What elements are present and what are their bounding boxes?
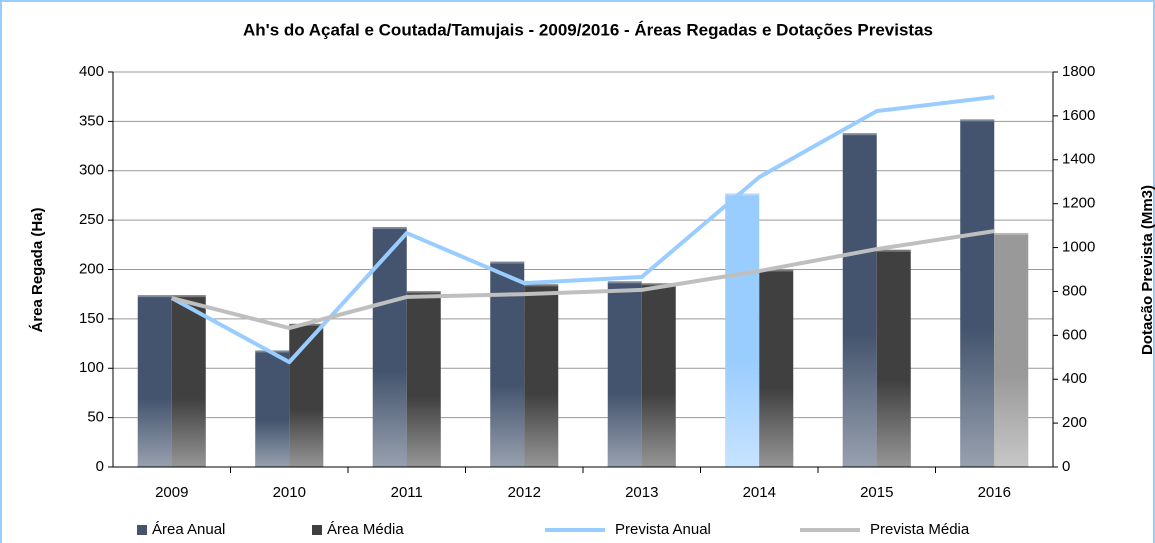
y-tick-label: 50 bbox=[87, 409, 104, 426]
legend-label: Área Média bbox=[327, 521, 404, 538]
y2-axis-label: Dotacão Prevista (Mm3) bbox=[1139, 185, 1155, 355]
x-tick-label: 2009 bbox=[155, 484, 188, 501]
chart-title: Ah's do Açafal e Coutada/Tamujais - 2009… bbox=[243, 20, 933, 39]
bar-top bbox=[372, 227, 407, 230]
y-tick-label: 300 bbox=[79, 162, 104, 179]
bar-top bbox=[641, 283, 676, 286]
bar-shade bbox=[607, 281, 642, 467]
bar-shade bbox=[406, 291, 441, 467]
line-series bbox=[170, 95, 995, 365]
bar-top bbox=[725, 193, 760, 196]
y2-tick-label: 400 bbox=[1062, 370, 1087, 387]
legend-label: Área Anual bbox=[152, 521, 225, 538]
bar-top bbox=[607, 281, 642, 284]
y2-tick-label: 1600 bbox=[1062, 107, 1095, 124]
bar-top bbox=[490, 261, 525, 264]
legend-label: Prevista Anual bbox=[615, 521, 711, 538]
bar-shade bbox=[137, 295, 172, 467]
x-tick-label: 2012 bbox=[508, 484, 541, 501]
bar-shade bbox=[725, 193, 760, 467]
y2-tick-label: 600 bbox=[1062, 326, 1087, 343]
bar-top bbox=[960, 119, 995, 122]
legend-swatch bbox=[312, 525, 322, 535]
y-tick-label: 250 bbox=[79, 211, 104, 228]
bar-top bbox=[994, 232, 1029, 235]
y2-tick-label: 0 bbox=[1062, 458, 1070, 475]
bar-top bbox=[759, 269, 794, 272]
y2-tick-label: 1400 bbox=[1062, 151, 1095, 168]
bar-shade bbox=[641, 283, 676, 467]
bar-shade bbox=[994, 232, 1029, 467]
y-tick-label: 400 bbox=[79, 63, 104, 80]
x-tick-label: 2016 bbox=[978, 484, 1011, 501]
bar-shade bbox=[960, 119, 995, 468]
y2-tick-label: 1000 bbox=[1062, 239, 1095, 256]
y2-tick-label: 800 bbox=[1062, 282, 1087, 299]
bar-top bbox=[842, 133, 877, 136]
y-tick-label: 100 bbox=[79, 359, 104, 376]
x-tick-label: 2013 bbox=[625, 484, 658, 501]
y2-tick-label: 1800 bbox=[1062, 63, 1095, 80]
bar-shade bbox=[524, 284, 559, 467]
y-tick-label: 200 bbox=[79, 260, 104, 277]
legend-swatch bbox=[137, 525, 147, 535]
y-tick-label: 350 bbox=[79, 112, 104, 129]
bar-top bbox=[171, 295, 206, 298]
x-tick-label: 2011 bbox=[391, 484, 423, 501]
x-tick-label: 2014 bbox=[743, 484, 776, 501]
line-series bbox=[171, 229, 995, 331]
y-tick-label: 0 bbox=[96, 458, 104, 475]
bar-shade bbox=[759, 269, 794, 467]
legend-label: Prevista Média bbox=[870, 521, 970, 538]
x-tick-label: 2010 bbox=[273, 484, 306, 501]
y-tick-label: 150 bbox=[79, 310, 104, 327]
bar-top bbox=[406, 291, 441, 294]
bar-top bbox=[137, 295, 172, 298]
bar-shade bbox=[171, 295, 206, 467]
bar-shade bbox=[876, 249, 911, 467]
x-tick-label: 2015 bbox=[860, 484, 893, 501]
bar-top bbox=[524, 284, 559, 287]
y2-tick-label: 200 bbox=[1062, 414, 1087, 431]
bar-top bbox=[876, 249, 911, 252]
bar-shade bbox=[255, 350, 290, 467]
y2-tick-label: 1200 bbox=[1062, 195, 1095, 212]
y-axis-label: Área Regada (Ha) bbox=[29, 207, 46, 332]
bar-shade bbox=[842, 133, 877, 467]
bar-shade bbox=[289, 323, 324, 467]
